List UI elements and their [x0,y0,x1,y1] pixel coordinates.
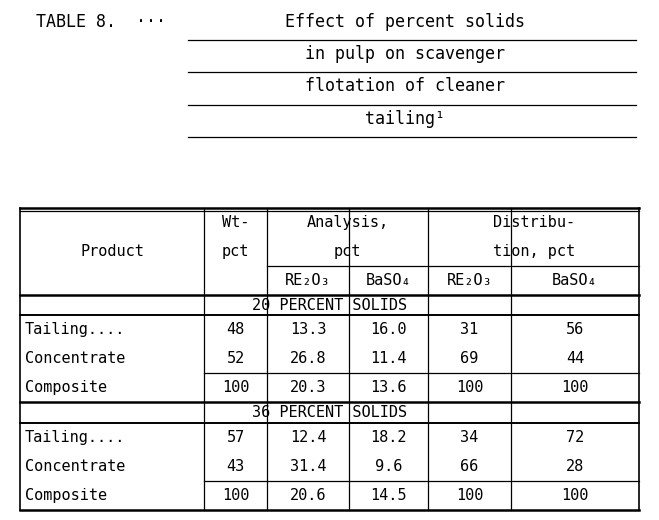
Text: Composite: Composite [25,380,107,395]
Text: Distribu-: Distribu- [493,215,575,230]
Text: 16.0: 16.0 [370,322,407,337]
Text: 52: 52 [227,352,244,366]
Text: tion, pct: tion, pct [493,244,575,259]
Text: 100: 100 [222,488,249,503]
Text: TABLE 8.  ···: TABLE 8. ··· [36,13,166,31]
Text: 20.6: 20.6 [290,488,326,503]
Text: Concentrate: Concentrate [25,459,125,474]
Text: Tailing....: Tailing.... [25,322,125,337]
Text: 66: 66 [461,459,478,474]
Text: pct: pct [334,244,361,259]
Text: RE₂O₃: RE₂O₃ [447,273,492,288]
Text: Tailing....: Tailing.... [25,430,125,445]
Text: BaSO₄: BaSO₄ [552,273,598,288]
Text: 20 PERCENT SOLIDS: 20 PERCENT SOLIDS [252,297,407,313]
Text: 100: 100 [561,488,588,503]
Text: 48: 48 [227,322,244,337]
Text: 31.4: 31.4 [290,459,326,474]
Text: RE₂O₃: RE₂O₃ [285,273,331,288]
Text: 100: 100 [222,380,249,395]
Text: 14.5: 14.5 [370,488,407,503]
Text: 18.2: 18.2 [370,430,407,445]
Text: BaSO₄: BaSO₄ [366,273,412,288]
Text: Wt-: Wt- [222,215,249,230]
Text: 13.3: 13.3 [290,322,326,337]
Text: 26.8: 26.8 [290,352,326,366]
Text: Composite: Composite [25,488,107,503]
Text: 31: 31 [461,322,478,337]
Text: flotation of cleaner: flotation of cleaner [305,77,505,96]
Text: 100: 100 [456,488,483,503]
Text: 11.4: 11.4 [370,352,407,366]
Text: Effect of percent solids: Effect of percent solids [285,13,525,31]
Text: 69: 69 [461,352,478,366]
Text: tailing¹: tailing¹ [365,110,445,128]
Text: 28: 28 [566,459,584,474]
Text: 12.4: 12.4 [290,430,326,445]
Text: 44: 44 [566,352,584,366]
Text: 43: 43 [227,459,244,474]
Text: Concentrate: Concentrate [25,352,125,366]
Text: 100: 100 [456,380,483,395]
Text: Product: Product [80,244,144,259]
Text: 36 PERCENT SOLIDS: 36 PERCENT SOLIDS [252,405,407,420]
Text: 56: 56 [566,322,584,337]
Text: 34: 34 [461,430,478,445]
Text: 72: 72 [566,430,584,445]
Text: 13.6: 13.6 [370,380,407,395]
Text: Analysis,: Analysis, [306,215,389,230]
Text: in pulp on scavenger: in pulp on scavenger [305,45,505,63]
Text: 57: 57 [227,430,244,445]
Text: 9.6: 9.6 [375,459,403,474]
Text: 20.3: 20.3 [290,380,326,395]
Text: pct: pct [222,244,249,259]
Text: 100: 100 [561,380,588,395]
